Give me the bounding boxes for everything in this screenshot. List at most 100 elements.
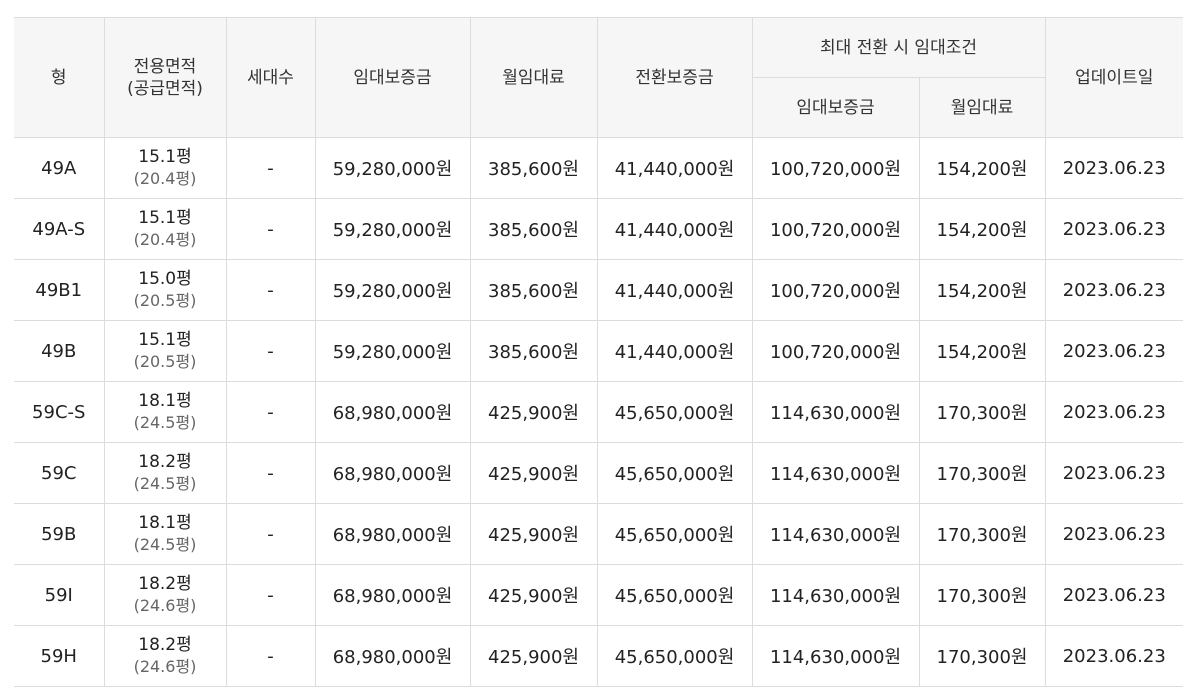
header-type: 형 [14, 17, 105, 138]
cell-type: 49B1 [14, 259, 105, 321]
table-row: 49B1 15.0평 (20.5평) - 59,280,000원 385,600… [14, 259, 1184, 321]
cell-area-value: 18.1평 [138, 513, 192, 533]
cell-updated: 2023.06.23 [1044, 381, 1184, 443]
header-households: 세대수 [225, 17, 316, 138]
cell-type: 59H [14, 625, 105, 687]
rental-table-container: 형 전용면적 (공급면적) 세대수 임대보증금 월임대료 전환보증금 최대 전환… [14, 17, 1184, 687]
cell-conversion-deposit: 41,440,000원 [596, 198, 753, 260]
cell-max-monthly-rent: 170,300원 [918, 625, 1046, 687]
cell-max-monthly-rent: 170,300원 [918, 564, 1046, 626]
cell-area-value: 18.2평 [138, 574, 192, 594]
cell-max-monthly-rent: 170,300원 [918, 381, 1046, 443]
header-conversion-deposit: 전환보증금 [596, 17, 753, 138]
cell-area: 18.1평 (24.5평) [103, 503, 227, 565]
cell-monthly-rent: 385,600원 [469, 137, 598, 199]
cell-max-deposit: 100,720,000원 [751, 320, 920, 382]
cell-conversion-deposit: 41,440,000원 [596, 259, 753, 321]
cell-conversion-deposit: 45,650,000원 [596, 625, 753, 687]
cell-max-monthly-rent: 154,200원 [918, 320, 1046, 382]
cell-monthly-rent: 385,600원 [469, 259, 598, 321]
cell-deposit: 68,980,000원 [314, 625, 471, 687]
cell-supply-area-value: (20.4평) [133, 169, 197, 188]
cell-households: - [225, 137, 316, 199]
cell-households: - [225, 625, 316, 687]
cell-area: 15.1평 (20.4평) [103, 198, 227, 260]
cell-area: 18.2평 (24.5평) [103, 442, 227, 504]
cell-area-value: 15.1평 [138, 208, 192, 228]
cell-area: 15.0평 (20.5평) [103, 259, 227, 321]
cell-households: - [225, 503, 316, 565]
cell-max-deposit: 114,630,000원 [751, 442, 920, 504]
cell-supply-area-value: (20.4평) [133, 230, 197, 249]
cell-monthly-rent: 425,900원 [469, 503, 598, 565]
cell-max-deposit: 114,630,000원 [751, 564, 920, 626]
table-row: 59C 18.2평 (24.5평) - 68,980,000원 425,900원… [14, 442, 1184, 504]
cell-max-deposit: 100,720,000원 [751, 259, 920, 321]
cell-households: - [225, 259, 316, 321]
cell-supply-area-value: (24.6평) [133, 657, 197, 676]
cell-conversion-deposit: 41,440,000원 [596, 320, 753, 382]
header-max-deposit: 임대보증금 [752, 77, 920, 138]
cell-supply-area-value: (24.5평) [133, 413, 197, 432]
cell-conversion-deposit: 45,650,000원 [596, 503, 753, 565]
cell-supply-area-value: (20.5평) [133, 352, 197, 371]
cell-area: 18.2평 (24.6평) [103, 625, 227, 687]
header-area-label: 전용면적 [133, 56, 197, 77]
cell-type: 49A [14, 137, 105, 199]
cell-updated: 2023.06.23 [1044, 198, 1184, 260]
cell-deposit: 68,980,000원 [314, 381, 471, 443]
cell-area-value: 18.1평 [138, 391, 192, 411]
cell-area-value: 15.1평 [138, 147, 192, 167]
cell-max-monthly-rent: 154,200원 [918, 137, 1046, 199]
cell-updated: 2023.06.23 [1044, 442, 1184, 504]
cell-area: 18.1평 (24.5평) [103, 381, 227, 443]
cell-supply-area-value: (20.5평) [133, 291, 197, 310]
cell-max-deposit: 114,630,000원 [751, 625, 920, 687]
table-row: 49A-S 15.1평 (20.4평) - 59,280,000원 385,60… [14, 198, 1184, 260]
cell-households: - [225, 198, 316, 260]
cell-area: 18.2평 (24.6평) [103, 564, 227, 626]
cell-area-value: 15.1평 [138, 330, 192, 350]
cell-households: - [225, 564, 316, 626]
cell-conversion-deposit: 45,650,000원 [596, 442, 753, 504]
cell-updated: 2023.06.23 [1044, 259, 1184, 321]
cell-updated: 2023.06.23 [1044, 503, 1184, 565]
cell-updated: 2023.06.23 [1044, 625, 1184, 687]
cell-max-monthly-rent: 154,200원 [918, 198, 1046, 260]
header-area: 전용면적 (공급면적) [103, 17, 227, 138]
cell-max-deposit: 114,630,000원 [751, 381, 920, 443]
cell-area-value: 18.2평 [138, 452, 192, 472]
header-max-conversion: 최대 전환 시 임대조건 [751, 17, 1046, 78]
table-header: 형 전용면적 (공급면적) 세대수 임대보증금 월임대료 전환보증금 최대 전환… [14, 17, 1184, 138]
cell-type: 59B [14, 503, 105, 565]
cell-type: 49B [14, 320, 105, 382]
cell-type: 59I [14, 564, 105, 626]
cell-max-monthly-rent: 170,300원 [918, 503, 1046, 565]
cell-updated: 2023.06.23 [1044, 564, 1184, 626]
cell-conversion-deposit: 45,650,000원 [596, 381, 753, 443]
table-row: 49A 15.1평 (20.4평) - 59,280,000원 385,600원… [14, 137, 1184, 199]
cell-monthly-rent: 425,900원 [469, 625, 598, 687]
cell-max-monthly-rent: 154,200원 [918, 259, 1046, 321]
cell-area-value: 18.2평 [138, 635, 192, 655]
cell-updated: 2023.06.23 [1044, 137, 1184, 199]
header-supply-area-label: (공급면적) [127, 78, 203, 99]
cell-supply-area-value: (24.6평) [133, 596, 197, 615]
cell-monthly-rent: 385,600원 [469, 198, 598, 260]
cell-max-deposit: 100,720,000원 [751, 137, 920, 199]
table-row: 59I 18.2평 (24.6평) - 68,980,000원 425,900원… [14, 564, 1184, 626]
cell-monthly-rent: 385,600원 [469, 320, 598, 382]
cell-conversion-deposit: 45,650,000원 [596, 564, 753, 626]
cell-supply-area-value: (24.5평) [133, 474, 197, 493]
cell-deposit: 59,280,000원 [314, 198, 471, 260]
cell-type: 49A-S [14, 198, 105, 260]
table-row: 59H 18.2평 (24.6평) - 68,980,000원 425,900원… [14, 625, 1184, 687]
cell-deposit: 59,280,000원 [314, 137, 471, 199]
header-subrow: 임대보증금 월임대료 [14, 77, 1183, 138]
cell-updated: 2023.06.23 [1044, 320, 1184, 382]
header-max-monthly-rent: 월임대료 [918, 77, 1046, 138]
rental-conditions-table: 형 전용면적 (공급면적) 세대수 임대보증금 월임대료 전환보증금 최대 전환… [14, 17, 1184, 687]
cell-max-deposit: 100,720,000원 [751, 198, 920, 260]
cell-area: 15.1평 (20.5평) [103, 320, 227, 382]
table-row: 49B 15.1평 (20.5평) - 59,280,000원 385,600원… [14, 320, 1184, 382]
